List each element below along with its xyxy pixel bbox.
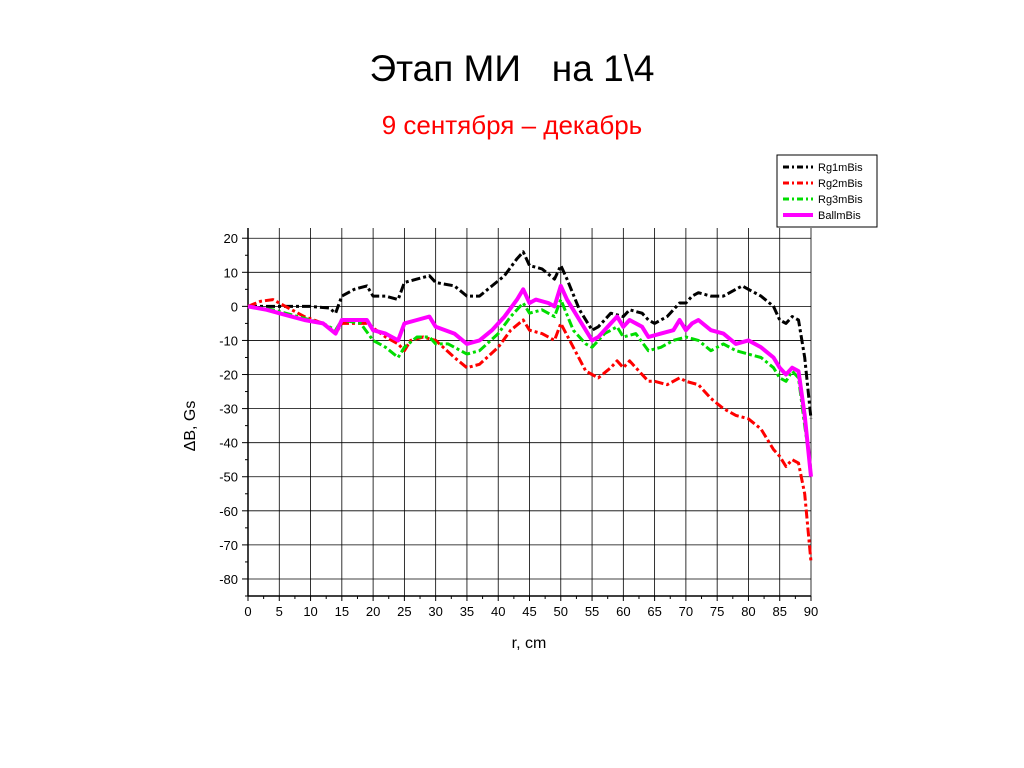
x-tick-label: 0 bbox=[244, 604, 251, 619]
x-tick-label: 50 bbox=[554, 604, 568, 619]
x-axis-label: r, cm bbox=[512, 635, 547, 652]
y-tick-label: -10 bbox=[219, 333, 238, 348]
axes: 0 5 10 15 20 25 30 35 40 45 50 55 60 65 70 75 80 85 90 20 10… bbox=[219, 228, 818, 619]
y-tick-label: -60 bbox=[219, 504, 238, 519]
x-tick-label: 20 bbox=[366, 604, 380, 619]
x-tick-label: 65 bbox=[647, 604, 661, 619]
y-axis-label: ΔB, Gs bbox=[182, 401, 199, 452]
x-tick-label: 35 bbox=[460, 604, 474, 619]
x-tick-label: 40 bbox=[491, 604, 505, 619]
x-tick-label: 5 bbox=[276, 604, 283, 619]
series-lines bbox=[247, 250, 813, 563]
series-line-ballmbis bbox=[247, 283, 813, 477]
legend-label: BallmBis bbox=[818, 210, 861, 222]
legend-label: Rg3mBis bbox=[818, 194, 863, 206]
y-tick-label: 0 bbox=[231, 299, 238, 314]
y-tick-label: 20 bbox=[224, 231, 238, 246]
y-tick-label: -20 bbox=[219, 368, 238, 383]
x-tick-label: 85 bbox=[772, 604, 786, 619]
slide-subtitle: 9 сентября – декабрь bbox=[381, 110, 643, 140]
grid bbox=[247, 228, 812, 596]
legend-label: Rg2mBis bbox=[818, 178, 863, 190]
x-tick-label: 10 bbox=[303, 604, 317, 619]
series-line-rg3mbis bbox=[247, 298, 813, 471]
x-tick-label: 75 bbox=[710, 604, 724, 619]
x-tick-label: 25 bbox=[397, 604, 411, 619]
x-tick-label: 55 bbox=[585, 604, 599, 619]
y-tick-label: -40 bbox=[219, 436, 238, 451]
y-tick-label: -30 bbox=[219, 402, 238, 417]
x-tick-label: 80 bbox=[741, 604, 755, 619]
y-tick-label: -80 bbox=[219, 572, 238, 587]
x-tick-label: 90 bbox=[804, 604, 818, 619]
x-tick-label: 70 bbox=[679, 604, 693, 619]
x-tick-label: 45 bbox=[522, 604, 536, 619]
x-tick-label: 15 bbox=[335, 604, 349, 619]
slide-title: Этап МИ на 1\4 bbox=[369, 48, 655, 89]
y-tick-label: -70 bbox=[219, 538, 238, 553]
x-tick-label: 30 bbox=[428, 604, 442, 619]
legend: Rg1mBis Rg2mBis Rg3mBis BallmBis bbox=[776, 154, 878, 228]
y-tick-label: -50 bbox=[219, 470, 238, 485]
legend-label: Rg1mBis bbox=[818, 162, 863, 174]
x-tick-label: 60 bbox=[616, 604, 630, 619]
y-tick-label: 10 bbox=[224, 265, 238, 280]
series-line-rg1mbis bbox=[248, 250, 813, 419]
